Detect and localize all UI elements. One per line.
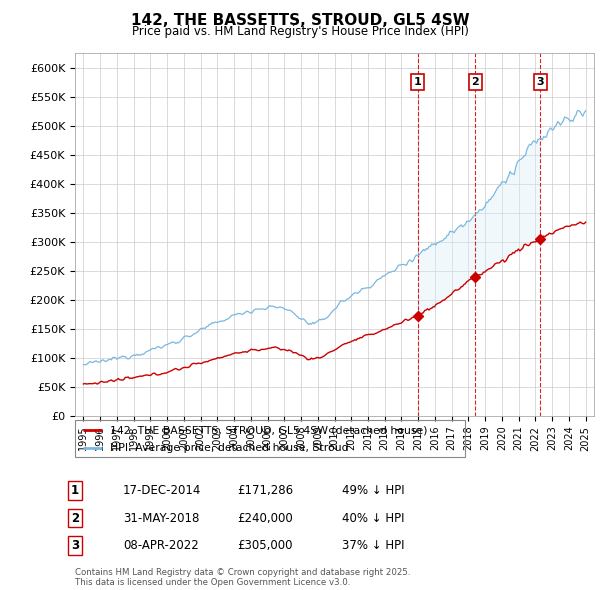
Text: £240,000: £240,000	[237, 512, 293, 525]
Text: 142, THE BASSETTS, STROUD, GL5 4SW (detached house): 142, THE BASSETTS, STROUD, GL5 4SW (deta…	[110, 425, 428, 435]
Text: 3: 3	[71, 539, 79, 552]
Text: 2: 2	[472, 77, 479, 87]
Text: 1: 1	[71, 484, 79, 497]
Text: Price paid vs. HM Land Registry's House Price Index (HPI): Price paid vs. HM Land Registry's House …	[131, 25, 469, 38]
Text: £305,000: £305,000	[237, 539, 293, 552]
Text: £171,286: £171,286	[237, 484, 293, 497]
Text: 1: 1	[413, 77, 421, 87]
Text: 37% ↓ HPI: 37% ↓ HPI	[342, 539, 404, 552]
Text: Contains HM Land Registry data © Crown copyright and database right 2025.
This d: Contains HM Land Registry data © Crown c…	[75, 568, 410, 587]
Text: 2: 2	[71, 512, 79, 525]
Text: 142, THE BASSETTS, STROUD, GL5 4SW: 142, THE BASSETTS, STROUD, GL5 4SW	[131, 13, 469, 28]
Text: 49% ↓ HPI: 49% ↓ HPI	[342, 484, 404, 497]
Text: 08-APR-2022: 08-APR-2022	[123, 539, 199, 552]
Text: 40% ↓ HPI: 40% ↓ HPI	[342, 512, 404, 525]
Text: HPI: Average price, detached house, Stroud: HPI: Average price, detached house, Stro…	[110, 443, 349, 453]
Text: 17-DEC-2014: 17-DEC-2014	[123, 484, 202, 497]
Text: 3: 3	[536, 77, 544, 87]
Text: 31-MAY-2018: 31-MAY-2018	[123, 512, 199, 525]
